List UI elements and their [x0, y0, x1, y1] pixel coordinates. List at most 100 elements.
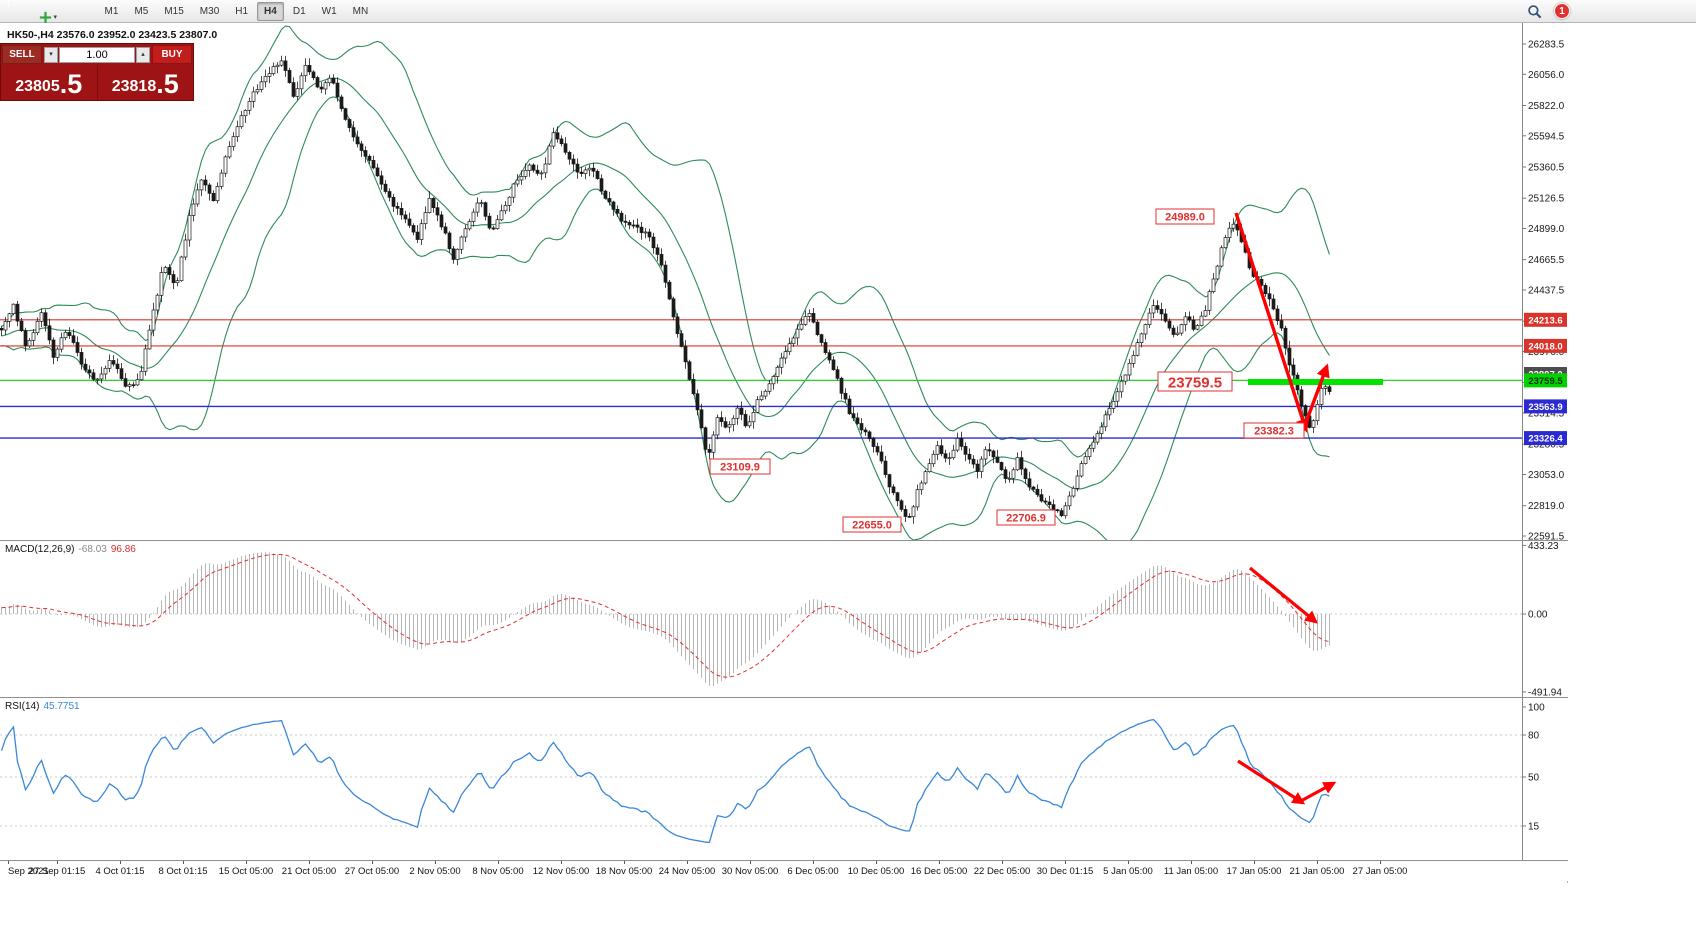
trend-arrow[interactable] — [1300, 363, 1330, 434]
dropdown-caret-icon: ▾ — [53, 14, 58, 21]
time-axis-label: 24 Nov 05:00 — [658, 866, 716, 877]
price-axis-label: 25822.0 — [1528, 101, 1565, 112]
price-axis-label: 23514.5 — [1528, 409, 1565, 420]
rsi-indicator-label: RSI(14) 45.7751 — [5, 701, 80, 712]
timeframe-w1[interactable]: W1 — [321, 5, 337, 17]
timeframe-m5[interactable]: M5 — [134, 5, 149, 17]
time-axis-label: 30 Nov 05:00 — [721, 866, 779, 877]
macd-signal-line[interactable] — [1, 553, 1330, 678]
chart-window: HK50-,H4 23576.0 23952.0 23423.5 23807.0… — [0, 23, 1568, 883]
time-axis-label: 10 Dec 05:00 — [847, 866, 905, 877]
timeframe-m15[interactable]: M15 — [164, 5, 184, 17]
price-axis-label: 24899.0 — [1528, 224, 1565, 235]
time-axis-label: 27 Oct 05:00 — [344, 866, 400, 877]
annotation-label-text: 23759.5 — [1168, 375, 1222, 392]
buy-price-pips: .5 — [156, 69, 179, 100]
price-tag-text: 24213.6 — [1528, 315, 1562, 326]
time-axis-tick — [498, 861, 499, 864]
price-axis-label: 25126.5 — [1528, 194, 1565, 205]
rsi-axis-label: 100 — [1528, 703, 1545, 714]
volume-input[interactable] — [59, 46, 135, 63]
annotation-label-box[interactable] — [842, 516, 902, 533]
price-tag-text: 23563.9 — [1528, 402, 1562, 413]
thick-green-support-line[interactable] — [1248, 379, 1383, 385]
time-axis-tick — [876, 861, 877, 864]
volume-decrease-button[interactable]: ▾ — [44, 46, 58, 63]
buy-price[interactable]: 23818.5 — [98, 65, 194, 100]
price-axis-label: 23053.0 — [1528, 470, 1565, 481]
time-axis-tick — [624, 861, 625, 864]
price-axis-label: 24665.5 — [1528, 255, 1565, 266]
time-axis-tick — [246, 861, 247, 864]
timeframe-m1[interactable]: M1 — [104, 5, 119, 17]
panel-separator[interactable] — [0, 540, 1568, 541]
annotation-label-box[interactable] — [1243, 422, 1305, 439]
macd-histogram — [1, 552, 1330, 686]
panel-separator[interactable] — [0, 697, 1568, 698]
rsi-panel[interactable]: 100 80 50 15 — [0, 698, 1568, 860]
time-axis-label: 15 Oct 05:00 — [218, 866, 274, 877]
time-axis-tick — [687, 861, 688, 864]
annotation-label-box[interactable] — [1155, 208, 1215, 225]
time-axis-tick — [8, 861, 9, 864]
notification-badge[interactable]: 1 — [1554, 3, 1570, 19]
macd-axis-bg — [1522, 541, 1568, 697]
annotation-label-box[interactable] — [709, 458, 771, 475]
annotation-label-box[interactable] — [1157, 371, 1233, 392]
sell-button[interactable]: SELL — [2, 45, 42, 64]
sell-price-pips: .5 — [59, 69, 83, 100]
search-icon[interactable] — [1524, 1, 1545, 21]
time-axis-tick — [939, 861, 940, 864]
time-axis-tick — [1065, 861, 1066, 864]
main-price-chart[interactable]: 24989.0 23759.5 23382.3 23109.9 22655.0 22706… — [0, 23, 1568, 540]
toolbar-separator — [8, 0, 9, 7]
trend-arrow[interactable] — [1234, 212, 1310, 433]
macd-panel[interactable]: 433.23 0.00 -491.94 — [0, 541, 1568, 697]
time-axis-label: Sep 2021 — [8, 866, 49, 877]
price-axis-label: 26056.0 — [1528, 70, 1565, 81]
rsi-name: RSI(14) — [5, 701, 40, 712]
rsi-line[interactable] — [0, 718, 1330, 843]
symbol-ohlc-info: HK50-,H4 23576.0 23952.0 23423.5 23807.0 — [7, 29, 218, 41]
time-axis-label: 22 Dec 05:00 — [973, 866, 1031, 877]
time-axis-tick — [435, 861, 436, 864]
time-axis-tick — [120, 861, 121, 864]
timeframe-m30[interactable]: M30 — [199, 5, 220, 17]
annotation-label-text: 24989.0 — [1165, 212, 1205, 224]
macd-axis-label: 433.23 — [1528, 541, 1559, 552]
timeframe-h4[interactable]: H4 — [257, 1, 284, 21]
annotation-label-box[interactable] — [996, 509, 1056, 526]
timeframe-toolbar: M1 M5 M15 M30 H1 H4 D1 W1 MN — [97, 1, 377, 21]
trend-arrow[interactable] — [1298, 781, 1337, 804]
time-axis-tick — [183, 861, 184, 864]
quote-prices: 23805.5 23818.5 — [1, 65, 193, 100]
time-axis[interactable]: Sep 2021 27 Sep 01:15 4 Oct 01:15 8 Oct 01:… — [0, 861, 1568, 881]
time-axis-tick — [372, 861, 373, 864]
sell-price[interactable]: 23805.5 — [1, 65, 98, 100]
bollinger-upper-band[interactable] — [1, 25, 1331, 458]
volume-control: ▾ ▴ — [42, 46, 152, 63]
price-axis-label: 26283.5 — [1528, 40, 1565, 51]
price-tag — [1524, 373, 1567, 388]
volume-increase-button[interactable]: ▴ — [136, 46, 150, 63]
main-toolbar: New OrderAutoTrading▾▾▾A▾▾ M1M5M15M30H1H… — [0, 0, 1696, 315]
time-axis-label: 27 Jan 05:00 — [1352, 866, 1408, 877]
timeframe-h1[interactable]: H1 — [235, 5, 249, 17]
add-indicator-icon[interactable]: ▾ — [4, 7, 91, 27]
bollinger-middle-band[interactable] — [1, 77, 1330, 490]
timeframe-mn[interactable]: MN — [352, 5, 369, 17]
trend-arrow[interactable] — [1237, 759, 1306, 805]
time-axis-tick — [1254, 861, 1255, 864]
rsi-axis-label: 15 — [1528, 822, 1540, 833]
time-axis-label: 12 Nov 05:00 — [532, 866, 590, 877]
price-tag — [1524, 431, 1567, 446]
trend-arrow[interactable] — [1248, 566, 1318, 624]
sell-price-main: 23805 — [15, 78, 60, 96]
time-axis-tick — [57, 861, 58, 864]
timeframe-d1[interactable]: D1 — [292, 5, 306, 17]
time-axis-label: 18 Nov 05:00 — [595, 866, 653, 877]
macd-name: MACD(12,26,9) — [5, 544, 75, 555]
buy-price-main: 23818 — [111, 78, 157, 96]
buy-button[interactable]: BUY — [152, 45, 192, 64]
